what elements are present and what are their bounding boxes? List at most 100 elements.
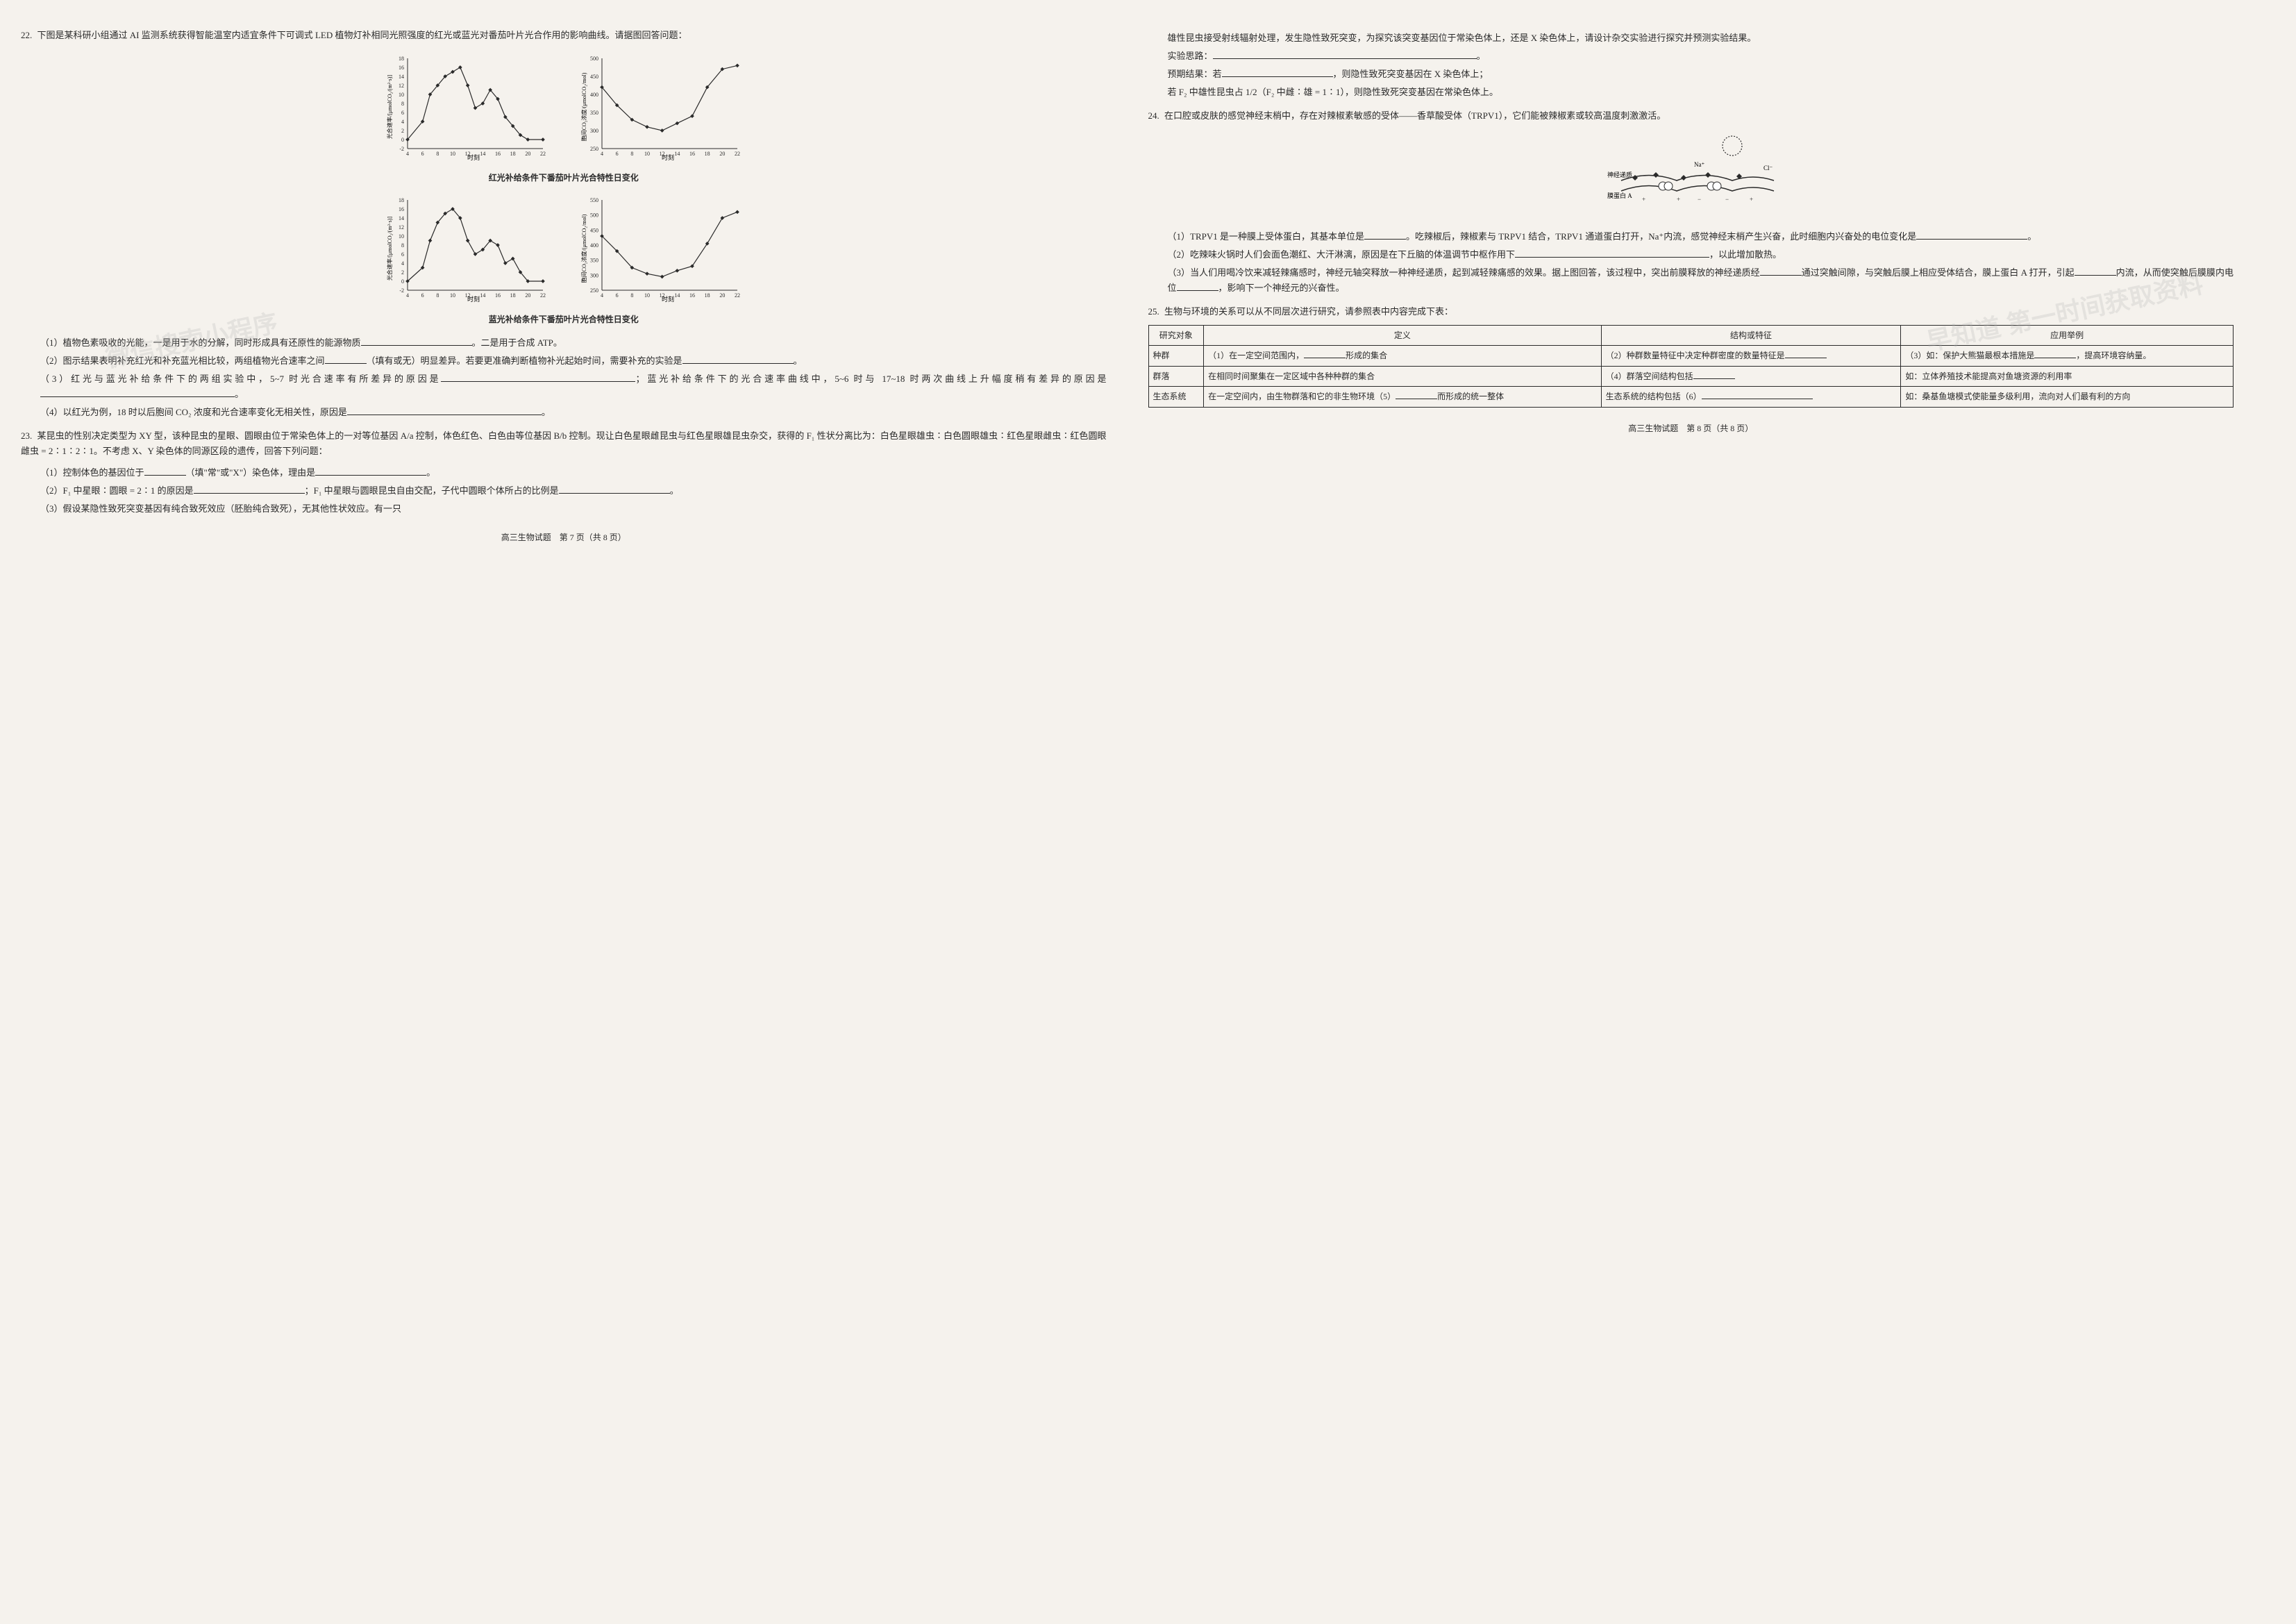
diagram-label-na: Na⁺ [1694, 161, 1704, 168]
svg-text:6: 6 [615, 151, 618, 157]
blank[interactable] [1515, 257, 1709, 258]
blank[interactable] [1213, 58, 1477, 59]
q23-sub1b-text: （填"常"或"X"）染色体，理由是 [186, 467, 316, 478]
blank[interactable] [144, 475, 186, 476]
chart-ylabel-left: 光合速率/[μmolCO₂/(m²·s)] [386, 75, 393, 139]
blank[interactable] [361, 345, 472, 346]
cell-text: （2）种群数量特征中决定种群密度的数量特征是 [1606, 351, 1785, 360]
diagram-label-cl: Cl⁻ [1763, 165, 1773, 171]
svg-text:350: 350 [590, 258, 598, 264]
chart-xlabel: 时刻 [467, 153, 480, 161]
svg-text:8: 8 [630, 151, 633, 157]
chart-xlabel: 时刻 [662, 295, 674, 303]
q23-sub2b-text: ；F₁ 中星眼与圆眼昆虫自由交配，子代中圆眼个体所占的比例是 [305, 485, 559, 496]
svg-text:6: 6 [421, 151, 424, 157]
blank[interactable] [1177, 290, 1218, 291]
q23-cont3a-text: 预期结果：若 [1168, 69, 1222, 79]
svg-text:20: 20 [525, 151, 530, 157]
q22-sub3: （3）红光与蓝光补给条件下的两组实验中，5~7 时光合速率有所差异的原因是；蓝光… [21, 371, 1107, 402]
chart-xlabel: 时刻 [662, 153, 674, 161]
q23-sub3-text: （3）假设某隐性致死突变基因有纯合致死效应（胚胎纯合致死），无其他性状效应。有一… [40, 503, 401, 514]
q23-sub2a-text: （2）F₁ 中星眼∶圆眼 = 2∶1 的原因是 [40, 485, 194, 496]
svg-text:0: 0 [401, 137, 404, 143]
q23-sub1a-text: （1）控制体色的基因位于 [40, 467, 144, 478]
q22-sub1b-text: 。二是用于合成 ATP。 [472, 337, 562, 348]
blank[interactable] [1916, 239, 2027, 240]
chart1-caption: 红光补给条件下番茄叶片光合特性日变化 [21, 171, 1107, 185]
svg-text:22: 22 [540, 292, 546, 299]
q24-intro: 24. 在口腔或皮肤的感觉神经末梢中，存在对辣椒素敏感的受体——香草酸受体（TR… [1148, 108, 2234, 124]
q23-sub1: （1）控制体色的基因位于（填"常"或"X"）染色体，理由是。 [21, 465, 1107, 480]
svg-text:10: 10 [399, 233, 404, 240]
table-row: 群落 在相同时间聚集在一定区域中各种种群的集合 （4）群落空间结构包括 如：立体… [1148, 366, 2234, 386]
q24-diagram: 神经递质 膜蛋白 A Na⁺ Cl⁻ ++−−+ [1148, 132, 2234, 220]
q24-sub3b-text: 通过突触间隙，与突触后膜上相应受体结合，膜上蛋白 A 打开，引起 [1802, 267, 2075, 278]
svg-text:250: 250 [590, 146, 598, 152]
svg-text:4: 4 [601, 151, 603, 157]
svg-text:+: + [1750, 196, 1753, 203]
page8-footer: 高三生物试题 第 8 页（共 8 页） [1148, 421, 2234, 435]
th-object: 研究对象 [1148, 326, 1204, 346]
blank[interactable] [325, 363, 367, 364]
svg-text:18: 18 [510, 151, 515, 157]
svg-text:350: 350 [590, 110, 598, 116]
svg-text:4: 4 [406, 292, 409, 299]
q22-sub1: （1）植物色素吸收的光能，一是用于水的分解，同时形成具有还原性的能源物质。二是用… [21, 335, 1107, 351]
cell-object: 种群 [1148, 346, 1204, 366]
q22-sub2: （2）图示结果表明补充红光和补充蓝光相比较，两组植物光合速率之间（填有或无）明显… [21, 353, 1107, 369]
svg-text:10: 10 [644, 151, 650, 157]
blank[interactable] [194, 493, 305, 494]
svg-text:450: 450 [590, 228, 598, 234]
q25-intro: 25. 生物与环境的关系可以从不同层次进行研究，请参照表中内容完成下表： [1148, 304, 2234, 319]
q22-sub4: （4）以红光为例，18 时以后胞间 CO₂ 浓度和光合速率变化无相关性，原因是。 [21, 405, 1107, 420]
blank[interactable] [315, 475, 426, 476]
cell-def: （1）在一定空间范围内，形成的集合 [1204, 346, 1602, 366]
svg-text:+: + [1642, 196, 1645, 203]
svg-text:10: 10 [450, 292, 455, 299]
svg-text:16: 16 [495, 151, 501, 157]
svg-text:22: 22 [540, 151, 546, 157]
q24-sub2b-text: ，以此增加散热。 [1709, 249, 1782, 260]
q25-intro-text: 生物与环境的关系可以从不同层次进行研究，请参照表中内容完成下表： [1164, 306, 1453, 317]
blank[interactable] [682, 363, 794, 364]
svg-text:22: 22 [735, 151, 740, 157]
q23-sub2: （2）F₁ 中星眼∶圆眼 = 2∶1 的原因是 ；F₁ 中星眼与圆眼昆虫自由交配，… [21, 483, 1107, 499]
th-struct: 结构或特征 [1601, 326, 1901, 346]
q24-sub3a-text: （3）当人们用喝冷饮来减轻辣痛感时，神经元轴突释放一种神经递质，起到减轻辣痛感的… [1168, 267, 1760, 278]
svg-text:14: 14 [674, 292, 680, 299]
diagram-label-nerve: 神经递质 [1607, 171, 1632, 178]
q23-cont1: 雄性昆虫接受射线辐射处理，发生隐性致死突变，为探究该突变基因位于常染色体上，还是… [1148, 31, 2234, 46]
blank[interactable] [1693, 378, 1735, 379]
svg-text:18: 18 [704, 151, 710, 157]
blank[interactable] [40, 396, 235, 397]
chart-xlabel: 时刻 [467, 295, 480, 303]
blank[interactable] [559, 493, 670, 494]
svg-text:14: 14 [480, 151, 485, 157]
q23-cont3: 预期结果：若，则隐性致死突变基因在 X 染色体上； [1148, 67, 2234, 82]
cell-object: 生态系统 [1148, 387, 1204, 407]
cell-app: （3）如：保护大熊猫最根本措施是，提高环境容纳量。 [1901, 346, 2234, 366]
q25-number: 25. [1148, 306, 1159, 317]
svg-text:2: 2 [401, 128, 404, 134]
cell-object: 群落 [1148, 366, 1204, 386]
q23-cont2-label: 实验思路： [1168, 51, 1213, 61]
chart2-left: 46810121416182022-2024681012141618 光合速率/… [383, 193, 550, 304]
blank[interactable] [1222, 76, 1333, 77]
svg-text:450: 450 [590, 74, 598, 80]
blank[interactable] [2075, 275, 2116, 276]
q24-intro-text: 在口腔或皮肤的感觉神经末梢中，存在对辣椒素敏感的受体——香草酸受体（TRPV1）… [1164, 110, 1666, 121]
svg-text:14: 14 [399, 215, 404, 221]
chart2-right: 46810121416182022250300350400450500550 胞… [578, 193, 744, 304]
svg-text:16: 16 [689, 292, 695, 299]
blank[interactable] [1760, 275, 1802, 276]
svg-text:4: 4 [601, 292, 603, 299]
page-8: 密封线内不要答题 雄性昆虫接受射线辐射处理，发生隐性致死突变，为探究该突变基因位… [1148, 28, 2276, 544]
svg-text:14: 14 [399, 74, 404, 80]
svg-text:0: 0 [401, 278, 404, 285]
blank[interactable] [441, 381, 635, 382]
table-header-row: 研究对象 定义 结构或特征 应用举例 [1148, 326, 2234, 346]
blank[interactable] [1364, 239, 1406, 240]
cell-text: ，提高环境容纳量。 [2076, 351, 2151, 360]
svg-text:+: + [1677, 196, 1680, 203]
q24-sub1a-text: （1）TRPV1 是一种膜上受体蛋白，其基本单位是 [1168, 231, 1364, 242]
